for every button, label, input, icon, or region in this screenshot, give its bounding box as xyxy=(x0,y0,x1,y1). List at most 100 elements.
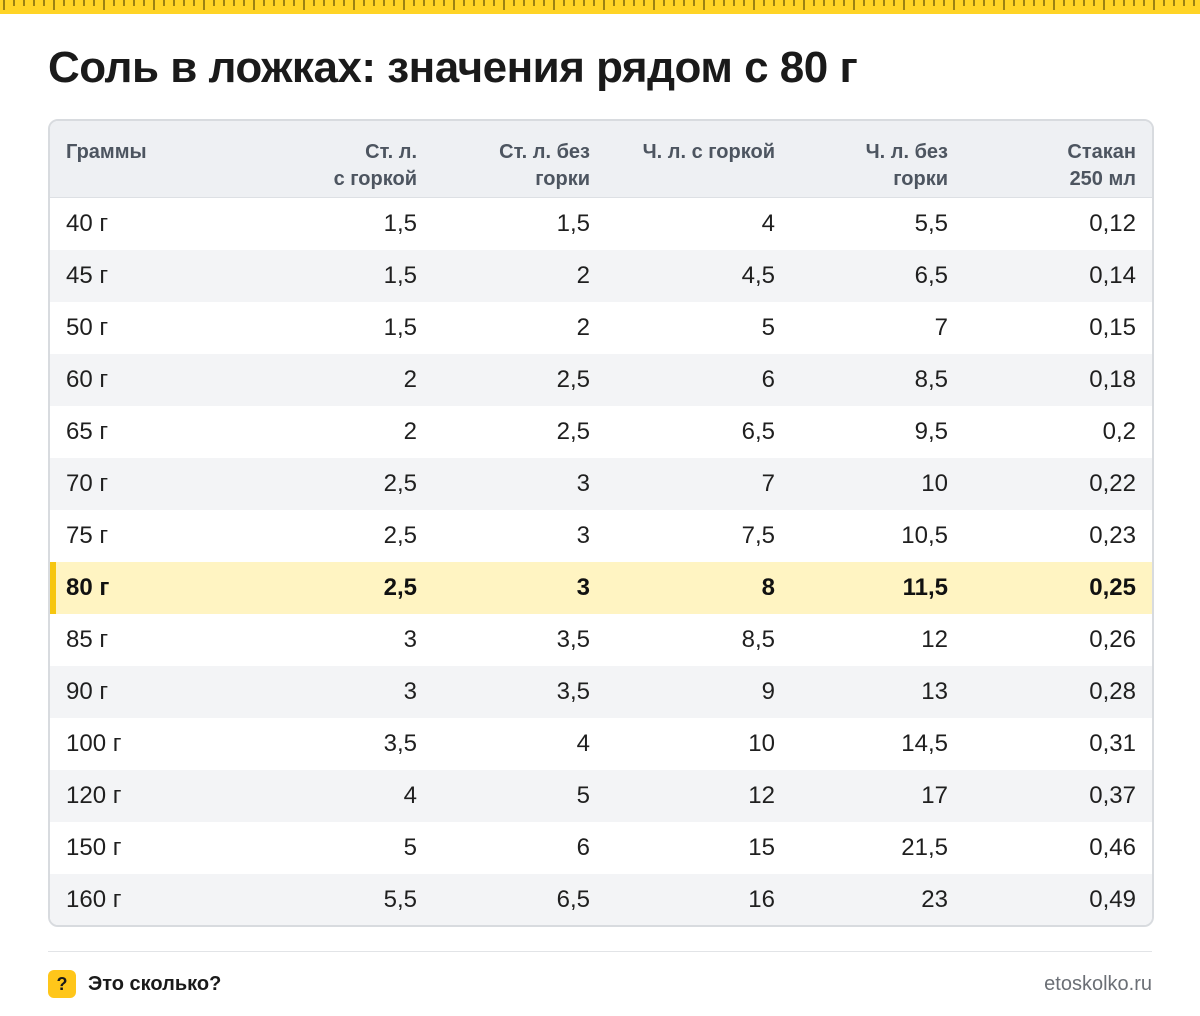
cell-grams: 90 г xyxy=(66,678,109,705)
cell-tbsp-heaped: 3,5 xyxy=(383,730,417,757)
cell-tsp-level: 14,5 xyxy=(901,730,948,757)
cell-tsp-level: 9,5 xyxy=(914,418,948,445)
cell-cup: 0,31 xyxy=(1089,730,1136,757)
cell-tsp-heaped: 6 xyxy=(761,366,775,393)
cell-tbsp-heaped: 1,5 xyxy=(383,314,417,341)
cell-cup: 0,49 xyxy=(1089,886,1136,913)
cell-grams: 150 г xyxy=(66,834,122,861)
cell-tbsp-heaped: 3 xyxy=(403,678,417,705)
cell-tsp-heaped: 8 xyxy=(761,574,775,601)
ruler-decoration xyxy=(0,0,1200,14)
cell-tbsp-level: 3 xyxy=(576,522,590,549)
cell-tbsp-heaped: 5,5 xyxy=(383,886,417,913)
cell-tsp-heaped: 8,5 xyxy=(741,626,775,653)
cell-tbsp-level: 3,5 xyxy=(556,626,590,653)
cell-tsp-level: 5,5 xyxy=(914,210,948,237)
cell-tbsp-level: 1,5 xyxy=(556,210,590,237)
cell-tbsp-heaped: 4 xyxy=(403,782,417,809)
cell-cup: 0,46 xyxy=(1089,834,1136,861)
cell-grams: 75 г xyxy=(66,522,109,549)
table-row: 75 г 2,5 3 7,5 10,5 0,23 xyxy=(50,510,1152,562)
cell-tbsp-level: 2,5 xyxy=(556,418,590,445)
cell-tsp-heaped: 7,5 xyxy=(741,522,775,549)
cell-tbsp-level: 2 xyxy=(576,262,590,289)
cell-tsp-heaped: 15 xyxy=(748,834,775,861)
conversion-table: Граммы Ст. л. с горкой Ст. л. без горки … xyxy=(48,119,1154,927)
table-row-highlighted: 80 г 2,5 3 8 11,5 0,25 xyxy=(50,562,1152,614)
cell-cup: 0,15 xyxy=(1089,314,1136,341)
cell-tbsp-heaped: 1,5 xyxy=(383,262,417,289)
cell-grams: 120 г xyxy=(66,782,122,809)
cell-tsp-level: 23 xyxy=(921,886,948,913)
header-tsp-level: Ч. л. без горки xyxy=(865,141,948,190)
cell-tsp-heaped: 4,5 xyxy=(741,262,775,289)
cell-tsp-level: 17 xyxy=(921,782,948,809)
table-row: 60 г 2 2,5 6 8,5 0,18 xyxy=(50,354,1152,406)
cell-cup: 0,14 xyxy=(1089,262,1136,289)
table-row: 65 г 2 2,5 6,5 9,5 0,2 xyxy=(50,406,1152,458)
table-row: 45 г 1,5 2 4,5 6,5 0,14 xyxy=(50,250,1152,302)
cell-grams: 160 г xyxy=(66,886,122,913)
cell-cup: 0,22 xyxy=(1089,470,1136,497)
cell-tbsp-level: 2,5 xyxy=(556,366,590,393)
cell-grams: 50 г xyxy=(66,314,109,341)
cell-grams: 85 г xyxy=(66,626,109,653)
cell-grams: 65 г xyxy=(66,418,109,445)
cell-tsp-level: 8,5 xyxy=(914,366,948,393)
cell-tbsp-heaped: 1,5 xyxy=(383,210,417,237)
cell-cup: 0,37 xyxy=(1089,782,1136,809)
cell-tsp-heaped: 9 xyxy=(761,678,775,705)
cell-cup: 0,28 xyxy=(1089,678,1136,705)
cell-tsp-heaped: 12 xyxy=(748,782,775,809)
cell-tsp-level: 12 xyxy=(921,626,948,653)
table-row: 160 г 5,5 6,5 16 23 0,49 xyxy=(50,874,1152,925)
cell-grams: 60 г xyxy=(66,366,109,393)
header-tbsp-level: Ст. л. без горки xyxy=(499,141,590,190)
cell-tbsp-level: 6 xyxy=(576,834,590,861)
cell-tsp-level: 10 xyxy=(921,470,948,497)
cell-grams: 45 г xyxy=(66,262,109,289)
table-row: 85 г 3 3,5 8,5 12 0,26 xyxy=(50,614,1152,666)
cell-cup: 0,2 xyxy=(1102,418,1136,445)
cell-grams: 70 г xyxy=(66,470,109,497)
cell-tsp-heaped: 7 xyxy=(761,470,775,497)
cell-tbsp-heaped: 2 xyxy=(403,366,417,393)
cell-tsp-level: 21,5 xyxy=(901,834,948,861)
cell-tsp-level: 13 xyxy=(921,678,948,705)
cell-grams: 100 г xyxy=(66,730,122,757)
cell-tsp-heaped: 5 xyxy=(761,314,775,341)
cell-tbsp-level: 2 xyxy=(576,314,590,341)
cell-tbsp-heaped: 2,5 xyxy=(383,522,417,549)
brand-name: Это сколько? xyxy=(88,972,222,995)
page-title: Соль в ложках: значения рядом с 80 г xyxy=(48,43,858,92)
header-grams: Граммы xyxy=(66,141,147,163)
cell-tsp-heaped: 10 xyxy=(748,730,775,757)
header-cup-250ml: Стакан 250 мл xyxy=(1067,141,1136,190)
table-row: 100 г 3,5 4 10 14,5 0,31 xyxy=(50,718,1152,770)
ruler-ticks xyxy=(3,0,1195,10)
footer-divider xyxy=(48,951,1152,952)
table-row: 50 г 1,5 2 5 7 0,15 xyxy=(50,302,1152,354)
cell-tsp-heaped: 6,5 xyxy=(741,418,775,445)
site-link[interactable]: etoskolko.ru xyxy=(1044,973,1152,995)
cell-tbsp-heaped: 2,5 xyxy=(383,574,417,601)
cell-tbsp-heaped: 5 xyxy=(403,834,417,861)
cell-tsp-level: 11,5 xyxy=(902,574,948,601)
cell-tsp-level: 10,5 xyxy=(901,522,948,549)
cell-cup: 0,12 xyxy=(1089,210,1136,237)
cell-cup: 0,18 xyxy=(1089,366,1136,393)
question-mark-icon: ? xyxy=(48,970,76,998)
cell-tbsp-level: 3,5 xyxy=(556,678,590,705)
cell-tbsp-level: 6,5 xyxy=(556,886,590,913)
table-row: 40 г 1,5 1,5 4 5,5 0,12 xyxy=(50,198,1152,250)
cell-cup: 0,23 xyxy=(1089,522,1136,549)
cell-tbsp-level: 5 xyxy=(576,782,590,809)
cell-tbsp-heaped: 3 xyxy=(403,626,417,653)
table-row: 90 г 3 3,5 9 13 0,28 xyxy=(50,666,1152,718)
cell-tsp-heaped: 4 xyxy=(761,210,775,237)
cell-tsp-heaped: 16 xyxy=(748,886,775,913)
cell-tbsp-level: 3 xyxy=(576,470,590,497)
header-tbsp-heaped: Ст. л. с горкой xyxy=(333,141,417,190)
table-body: 40 г 1,5 1,5 4 5,5 0,12 45 г 1,5 2 4,5 6,5 0,14 50 г… xyxy=(50,198,1152,925)
cell-cup: 0,26 xyxy=(1089,626,1136,653)
